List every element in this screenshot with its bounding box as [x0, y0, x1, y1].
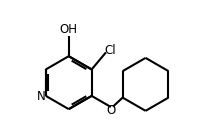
Text: Cl: Cl — [104, 44, 116, 57]
Text: N: N — [37, 90, 46, 103]
Text: OH: OH — [60, 23, 78, 36]
Text: O: O — [107, 104, 116, 117]
